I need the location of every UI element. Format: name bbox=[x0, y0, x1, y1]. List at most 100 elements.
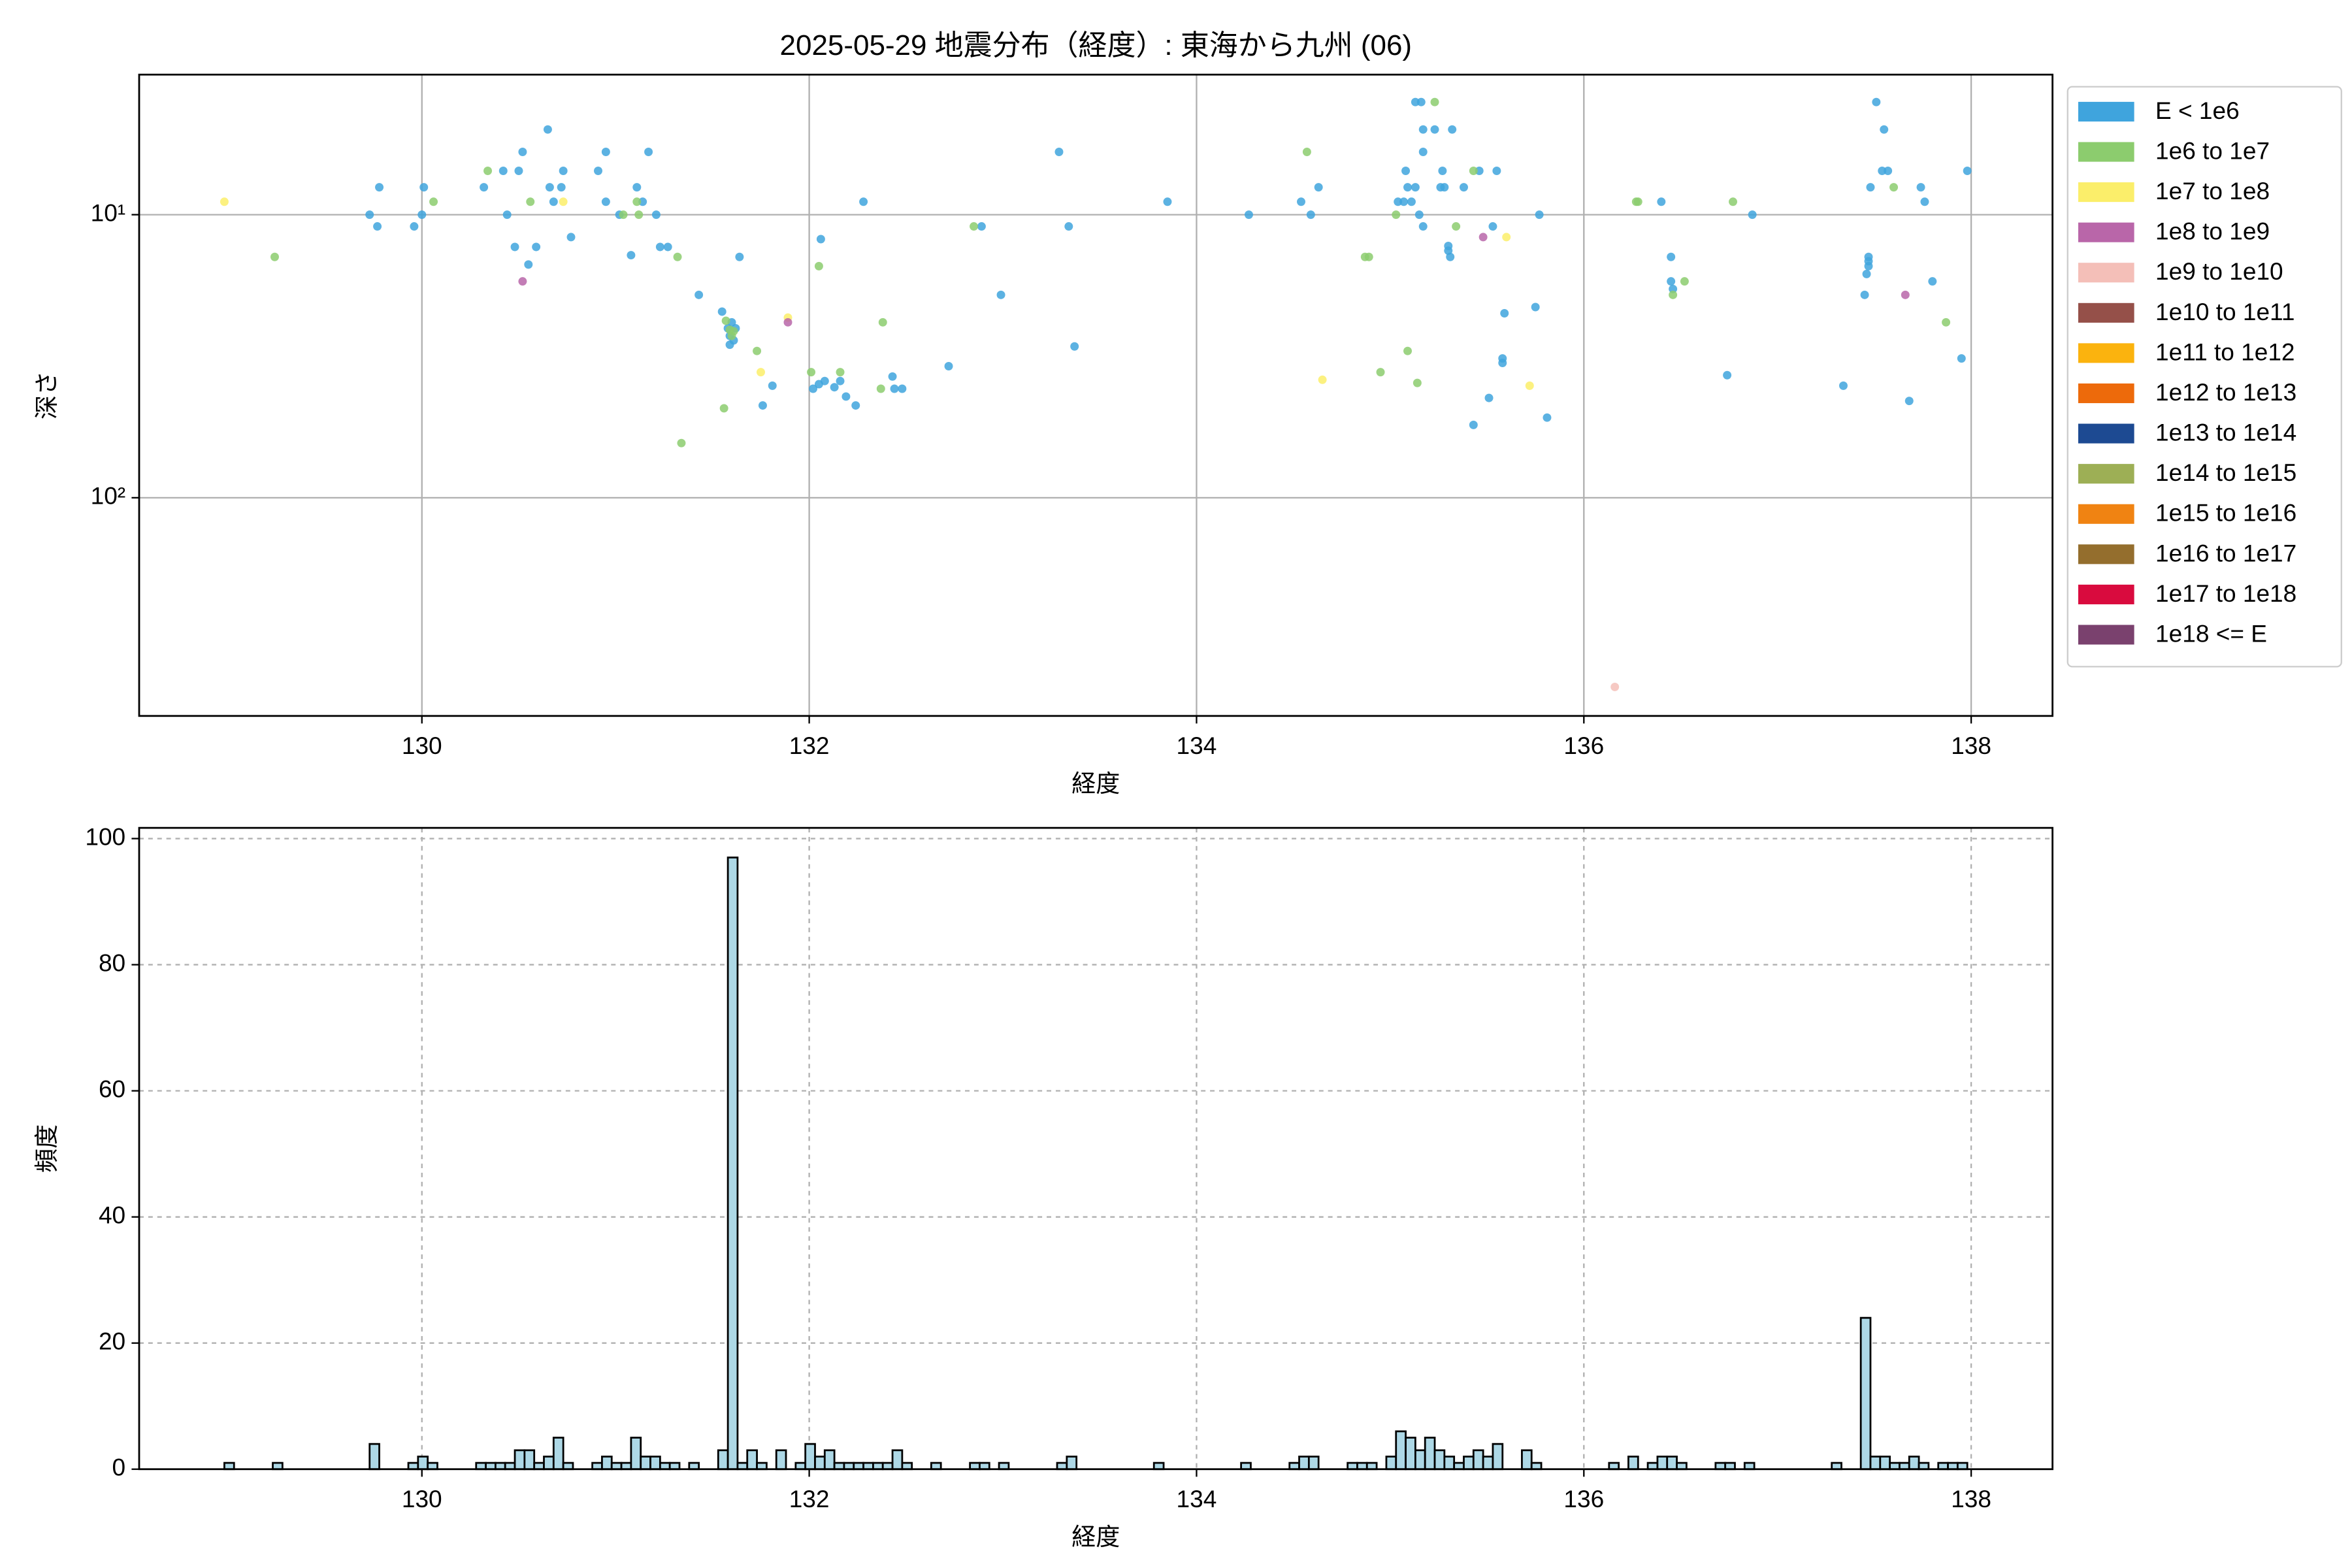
point bbox=[694, 290, 704, 299]
histogram-bar bbox=[543, 1456, 555, 1471]
point bbox=[1438, 167, 1447, 175]
x-tick-label: 134 bbox=[1177, 1485, 1217, 1512]
x-axis-label: 経度 bbox=[1071, 770, 1120, 797]
histogram-bar bbox=[1056, 1462, 1068, 1471]
y-tick-label: 0 bbox=[112, 1454, 126, 1481]
histogram-bar bbox=[1908, 1456, 1920, 1471]
y-tick-label: 80 bbox=[99, 949, 125, 976]
point bbox=[510, 242, 519, 252]
point bbox=[820, 376, 829, 385]
legend-swatch bbox=[2078, 423, 2134, 444]
histogram-bar bbox=[843, 1462, 855, 1471]
point bbox=[944, 362, 953, 371]
point bbox=[1880, 125, 1889, 134]
point bbox=[1399, 197, 1409, 206]
histogram-bar bbox=[1676, 1462, 1688, 1471]
point bbox=[502, 210, 512, 220]
point bbox=[518, 148, 527, 156]
point bbox=[632, 197, 642, 206]
histogram-bar bbox=[1831, 1462, 1842, 1471]
histogram-bar bbox=[649, 1456, 661, 1471]
point bbox=[270, 252, 279, 261]
histogram-bar bbox=[833, 1462, 845, 1471]
legend-swatch bbox=[2078, 544, 2134, 564]
point bbox=[809, 384, 818, 393]
point bbox=[735, 252, 744, 261]
point bbox=[1669, 284, 1678, 293]
histogram-bar bbox=[853, 1462, 864, 1471]
point bbox=[566, 233, 576, 242]
y-tick-label: 60 bbox=[99, 1075, 125, 1102]
point bbox=[1394, 197, 1403, 206]
histogram-bar bbox=[872, 1462, 884, 1471]
histogram-bar bbox=[1385, 1456, 1397, 1471]
point bbox=[1401, 167, 1411, 175]
histogram-bar bbox=[1869, 1456, 1882, 1471]
y-tick-label: 10¹ bbox=[91, 199, 126, 226]
legend-label: 1e16 to 1e17 bbox=[2155, 539, 2296, 566]
point bbox=[1862, 269, 1871, 278]
point bbox=[836, 376, 845, 385]
histogram-bar bbox=[1405, 1437, 1416, 1471]
point bbox=[721, 316, 730, 325]
point bbox=[890, 384, 899, 393]
point bbox=[753, 346, 762, 355]
histogram-bar bbox=[804, 1443, 816, 1471]
point bbox=[1403, 346, 1413, 355]
histogram-bar bbox=[1530, 1462, 1543, 1471]
point bbox=[518, 277, 527, 286]
point bbox=[429, 197, 438, 206]
point bbox=[549, 197, 558, 206]
legend-swatch bbox=[2078, 101, 2134, 122]
point bbox=[410, 222, 419, 231]
point bbox=[1484, 393, 1494, 402]
legend-label: 1e17 to 1e18 bbox=[2155, 580, 2296, 607]
point bbox=[1904, 397, 1914, 406]
histogram-bar bbox=[1724, 1462, 1736, 1471]
histogram-bar bbox=[1956, 1462, 1968, 1471]
point bbox=[1407, 197, 1416, 206]
axes-frame bbox=[138, 826, 2053, 1471]
point bbox=[970, 222, 979, 231]
point bbox=[836, 368, 845, 377]
point bbox=[1413, 378, 1422, 387]
point bbox=[1364, 252, 1373, 261]
point bbox=[1633, 197, 1642, 206]
point bbox=[1475, 167, 1484, 175]
point bbox=[1469, 167, 1478, 175]
x-axis-label: 経度 bbox=[1071, 1523, 1120, 1550]
point bbox=[1872, 97, 1881, 106]
y-tick-label: 40 bbox=[99, 1201, 125, 1228]
histogram-bar bbox=[1608, 1462, 1620, 1471]
point bbox=[663, 242, 672, 252]
point bbox=[543, 125, 552, 134]
point bbox=[1430, 125, 1439, 134]
histogram-bar bbox=[640, 1456, 651, 1471]
point bbox=[619, 210, 628, 220]
point bbox=[1452, 222, 1461, 231]
point bbox=[498, 167, 508, 175]
point bbox=[557, 183, 566, 192]
legend-label: 1e13 to 1e14 bbox=[2155, 419, 2296, 446]
point bbox=[1864, 257, 1873, 266]
y-tick-label: 10² bbox=[91, 482, 126, 510]
point bbox=[1314, 183, 1323, 192]
point bbox=[601, 197, 610, 206]
point bbox=[1488, 222, 1497, 231]
histogram-bar bbox=[969, 1462, 981, 1471]
histogram-bar bbox=[1937, 1462, 1949, 1471]
histogram-bar bbox=[1879, 1456, 1891, 1471]
point bbox=[1440, 183, 1449, 192]
histogram-bar bbox=[591, 1462, 603, 1471]
legend-label: 1e7 to 1e8 bbox=[2155, 177, 2270, 204]
histogram-bar bbox=[1627, 1456, 1639, 1471]
point bbox=[996, 290, 1005, 299]
point bbox=[419, 183, 429, 192]
histogram-bar bbox=[1453, 1462, 1465, 1471]
point bbox=[1884, 167, 1893, 175]
point bbox=[1889, 183, 1899, 192]
point bbox=[1657, 197, 1666, 206]
point bbox=[1070, 342, 1079, 351]
point bbox=[365, 210, 374, 220]
